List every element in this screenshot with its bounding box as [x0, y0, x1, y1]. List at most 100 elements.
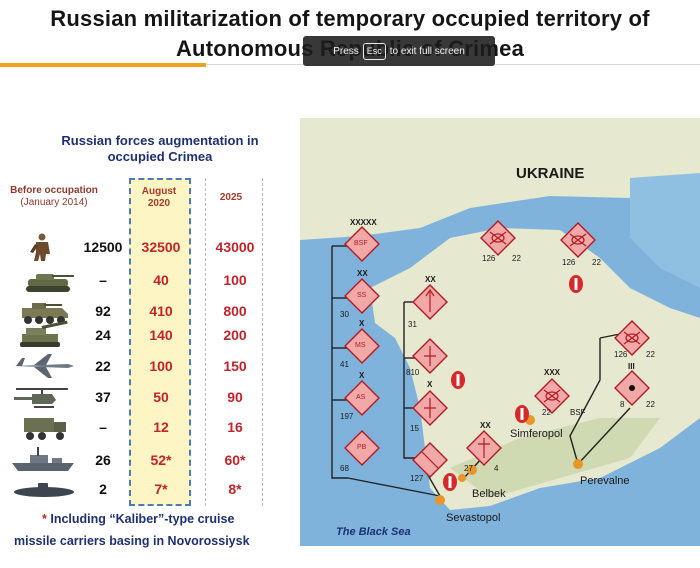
unit-symbols: [344, 220, 650, 478]
city-label-simferopol: Simferopol: [510, 428, 563, 440]
value-august-2020: 12: [153, 419, 169, 435]
value-august-2020: 100: [149, 358, 173, 374]
col-header-2025: 2025: [219, 192, 243, 203]
title-accent-bar: [0, 63, 206, 67]
map-sea-label: The Black Sea: [336, 526, 411, 538]
echelon-mark: X: [359, 371, 365, 380]
value-august-2020: 410: [149, 303, 173, 319]
unit-label: 810: [406, 368, 420, 377]
unit-label: 197: [340, 412, 354, 421]
city-dot-extra: [458, 474, 466, 482]
unit-label: 126: [482, 254, 496, 263]
echelon-mark: XX: [425, 275, 436, 284]
col-header-before-label: Before occupation: [10, 185, 98, 196]
footnote-line1: * Including “Kaliber”-type cruise: [8, 508, 288, 530]
unit-label: 15: [410, 424, 419, 433]
footnote: * Including “Kaliber”-type cruise missil…: [8, 508, 288, 552]
esc-key-badge[interactable]: Esc: [362, 42, 386, 60]
value-before: 26: [95, 452, 111, 468]
forces-row: – 40 100: [6, 265, 276, 295]
slide-title-line1: Russian militarization of temporary occu…: [50, 6, 650, 31]
warship-icon: [12, 447, 74, 471]
echelon-mark: X: [427, 380, 433, 389]
forces-row: 26 52* 60*: [6, 445, 276, 475]
value-august-2020: 7*: [154, 481, 168, 497]
fighter-jet-icon: [14, 354, 74, 378]
tank-icon: [26, 274, 74, 292]
forces-row: 24 140 200: [6, 320, 276, 350]
unit-label: PB: [357, 444, 367, 451]
value-2025: 200: [223, 327, 247, 343]
echelon-mark: XXXXX: [350, 218, 377, 227]
city-label-perevalne: Perevalne: [580, 475, 630, 487]
restricted-marker-4: [443, 473, 457, 491]
azov-sea: [630, 173, 700, 288]
unit-label: 127: [410, 474, 424, 483]
echelon-mark: XX: [357, 269, 368, 278]
value-before: 22: [95, 358, 111, 374]
tooltip-press-text: Press: [333, 45, 359, 57]
value-2025: 150: [223, 358, 247, 374]
unit-label: 22: [512, 254, 521, 263]
city-dot-sevastopol: [435, 495, 445, 505]
missile-launcher-icon: [24, 418, 66, 440]
tooltip-rest-text: to exit full screen: [389, 45, 465, 57]
footnote-star: *: [42, 512, 47, 526]
unit-label: MS: [355, 342, 366, 349]
value-2025: 8*: [228, 481, 242, 497]
unit-label: BSF: [570, 408, 586, 417]
unit-label: 22: [592, 258, 601, 267]
apc-icon: [22, 303, 68, 324]
highland-south: [450, 418, 660, 498]
value-before: –: [99, 419, 107, 435]
value-2025: 800: [223, 303, 247, 319]
restricted-marker-3: [515, 405, 529, 423]
value-before: –: [99, 272, 107, 288]
unit-label: 22: [646, 350, 655, 359]
crimea-map: XXXXX XX X X X XX XX XXX III 126 22 126 …: [300, 118, 700, 546]
forces-row: 2 7* 8*: [6, 474, 276, 504]
value-before: 2: [99, 481, 107, 497]
unit-label: 22: [542, 408, 551, 417]
submarine-icon: [14, 483, 74, 497]
footnote-line1-text: Including “Kaliber”-type cruise: [50, 512, 235, 526]
mainland: [300, 118, 700, 240]
city-label-sevastopol: Sevastopol: [446, 512, 501, 524]
value-2025: 90: [227, 389, 243, 405]
unit-label: BSF: [354, 240, 368, 247]
value-august-2020: 40: [153, 272, 169, 288]
forces-row: 37 50 90: [6, 382, 276, 412]
soldier-icon: [30, 233, 50, 261]
map-country-label: UKRAINE: [516, 165, 585, 182]
city-dot-belbek: [467, 465, 477, 475]
restricted-marker-2: [451, 371, 465, 389]
value-2025: 16: [227, 419, 243, 435]
restricted-marker-1: [569, 275, 583, 293]
unit-label: 30: [340, 310, 349, 319]
unit-label: 27: [464, 464, 473, 473]
value-august-2020: 140: [149, 327, 173, 343]
echelon-mark: III: [628, 362, 635, 371]
artillery-icon: [20, 320, 68, 347]
value-before: 12500: [83, 239, 123, 255]
unit-label: 31: [408, 320, 417, 329]
value-2025: 60*: [224, 452, 246, 468]
echelon-mark: X: [359, 319, 365, 328]
value-2025: 100: [223, 272, 247, 288]
unit-label: 4: [494, 464, 499, 473]
helicopter-icon: [14, 388, 68, 408]
forces-row: 22 100 150: [6, 351, 276, 381]
unit-label: SS: [357, 292, 367, 299]
unit-label: 68: [340, 464, 349, 473]
value-before: 37: [95, 389, 111, 405]
unit-label: 8: [620, 400, 625, 409]
unit-label: 126: [614, 350, 628, 359]
forces-row: 12500 32500 43000: [6, 232, 276, 262]
col-header-before: Before occupation (January 2014): [6, 185, 102, 209]
forces-row: 92 410 800: [6, 296, 276, 326]
value-august-2020: 32500: [141, 239, 181, 255]
col-header-august-2020: August 2020: [141, 186, 177, 209]
city-dot-perevalne: [573, 459, 583, 469]
fullscreen-exit-tooltip: Press Esc to exit full screen: [303, 36, 495, 66]
footnote-line2: missile carriers basing in Novorossiysk: [14, 534, 250, 548]
